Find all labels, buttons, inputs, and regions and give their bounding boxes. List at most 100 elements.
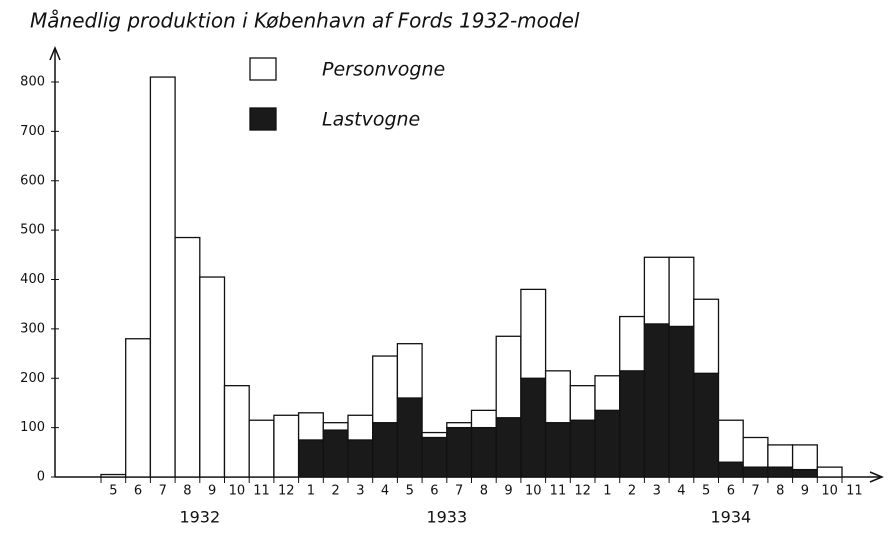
bar-segment: [619, 315, 646, 372]
x-tick-label: 1: [307, 484, 315, 499]
bar-segment: [544, 370, 571, 424]
bar-segment: [594, 375, 621, 411]
bar-segment: [297, 412, 324, 441]
year-label: 1932: [179, 508, 220, 527]
bar-segment: [297, 439, 324, 478]
legend-label: Personvogne: [322, 59, 445, 81]
y-axis-arrow: [49, 46, 61, 61]
x-tick-label: 2: [332, 484, 340, 499]
legend-swatch: [249, 107, 277, 131]
bar-segment: [619, 370, 646, 478]
y-tick-label: 0: [37, 470, 45, 485]
x-tick-label: 6: [430, 484, 438, 499]
bar-segment: [569, 419, 596, 478]
x-tick-label: 6: [134, 484, 142, 499]
bar-segment: [149, 76, 176, 478]
bar-segment: [396, 397, 423, 478]
legend-swatch: [249, 57, 277, 81]
bar-segment: [742, 466, 769, 478]
bar-segment: [544, 422, 571, 478]
x-tick-label: 11: [253, 484, 270, 499]
year-label: 1934: [710, 508, 751, 527]
bar-segment: [767, 444, 794, 468]
legend-label: Lastvogne: [322, 109, 420, 131]
y-tick-label: 500: [20, 223, 45, 238]
bar-segment: [446, 426, 473, 478]
bar-segment: [495, 417, 522, 478]
bar-segment: [791, 444, 818, 471]
bar-segment: [322, 422, 349, 431]
chart-title: Månedlig produktion i København af Fords…: [30, 9, 580, 33]
x-tick-label: 7: [455, 484, 463, 499]
x-tick-label: 3: [356, 484, 364, 499]
bar-segment: [816, 466, 843, 478]
bar-segment: [470, 409, 497, 429]
x-tick-label: 5: [406, 484, 414, 499]
x-tick-label: 9: [504, 484, 512, 499]
y-tick-label: 300: [20, 321, 45, 336]
bar-segment: [693, 372, 720, 478]
y-tick-label: 100: [20, 420, 45, 435]
x-tick-label: 9: [801, 484, 809, 499]
bar-segment: [248, 419, 275, 478]
y-tick-label: 200: [20, 371, 45, 386]
year-label: 1933: [426, 508, 467, 527]
x-tick-label: 11: [550, 484, 567, 499]
bar-segment: [495, 335, 522, 419]
bar-segment: [717, 461, 744, 478]
bar-segment: [273, 414, 300, 478]
x-tick-label: 10: [229, 484, 246, 499]
y-tick-label: 800: [20, 75, 45, 90]
x-tick-label: 11: [846, 484, 863, 499]
x-tick-label: 2: [628, 484, 636, 499]
x-tick-label: 8: [183, 484, 191, 499]
bar-segment: [100, 473, 127, 478]
y-tick-label: 700: [20, 124, 45, 139]
bar-segment: [347, 414, 374, 441]
x-tick-label: 1: [603, 484, 611, 499]
x-tick-label: 8: [480, 484, 488, 499]
bar-segment: [396, 343, 423, 399]
bar-segment: [446, 422, 473, 429]
bar-segment: [643, 256, 670, 325]
x-tick-label: 8: [776, 484, 784, 499]
bar-segment: [421, 436, 448, 478]
bar-segment: [322, 429, 349, 478]
y-tick-label: 600: [20, 173, 45, 188]
bar-segment: [372, 355, 399, 424]
bar-segment: [125, 338, 152, 478]
bar-segment: [668, 325, 695, 478]
bar-segment: [520, 377, 547, 478]
bar-segment: [174, 236, 201, 478]
x-tick-label: 6: [727, 484, 735, 499]
x-axis-arrow: [869, 471, 884, 483]
bar-segment: [668, 256, 695, 328]
x-tick-label: 7: [159, 484, 167, 499]
x-tick-label: 4: [677, 484, 685, 499]
bar-segment: [717, 419, 744, 463]
bar-segment: [347, 439, 374, 478]
bar-segment: [767, 466, 794, 478]
x-tick-label: 5: [702, 484, 710, 499]
bar-segment: [693, 298, 720, 374]
bar-segment: [223, 385, 250, 478]
bar-segment: [791, 468, 818, 478]
x-tick-label: 5: [109, 484, 117, 499]
x-tick-label: 9: [208, 484, 216, 499]
bar-segment: [643, 323, 670, 478]
bar-segment: [372, 422, 399, 478]
x-tick-label: 3: [653, 484, 661, 499]
x-tick-label: 4: [381, 484, 389, 499]
bar-segment: [520, 288, 547, 379]
bar-segment: [569, 385, 596, 421]
y-tick-label: 400: [20, 272, 45, 287]
bar-segment: [199, 276, 226, 478]
x-tick-label: 12: [278, 484, 295, 499]
bar-segment: [421, 431, 448, 439]
bar-segment: [742, 436, 769, 468]
x-tick-label: 7: [751, 484, 759, 499]
x-tick-label: 10: [821, 484, 838, 499]
x-tick-label: 10: [525, 484, 542, 499]
bar-segment: [594, 409, 621, 478]
